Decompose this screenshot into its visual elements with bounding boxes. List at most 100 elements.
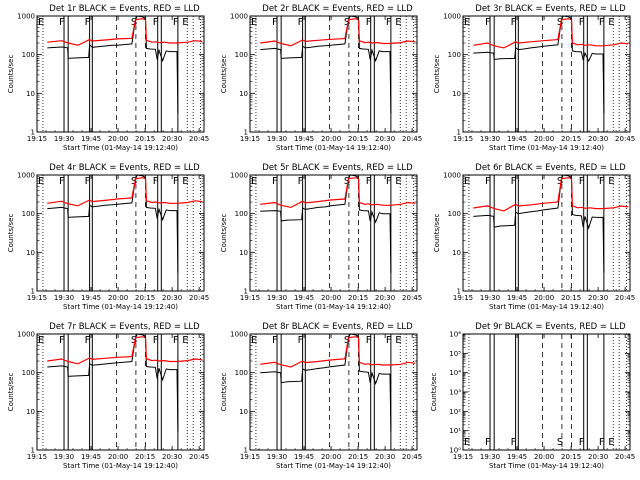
flag-label: E bbox=[395, 176, 401, 187]
x-tick-label: 20:30 bbox=[375, 294, 395, 302]
flag-label: F bbox=[272, 335, 278, 346]
flag-label: F bbox=[599, 176, 605, 187]
x-tick-label: 19:30 bbox=[480, 294, 500, 302]
x-axis-label: Start Time (01-May-14 19:12:40) bbox=[63, 144, 178, 152]
y-tick-label: 1 bbox=[31, 288, 35, 296]
flag-label: F bbox=[599, 17, 605, 28]
flag-label: F bbox=[298, 17, 304, 28]
panel-title: Det 9r BLACK = Events, RED = LLD bbox=[475, 322, 626, 332]
events-series-line bbox=[260, 16, 392, 114]
x-tick-label: 19:45 bbox=[507, 135, 527, 143]
events-series-line bbox=[47, 175, 179, 273]
flag-label: F bbox=[386, 176, 392, 187]
plot-frame bbox=[462, 15, 631, 133]
x-tick-label: 20:00 bbox=[108, 453, 128, 461]
x-tick-label: 20:45 bbox=[189, 294, 209, 302]
flag-label: S bbox=[557, 176, 563, 187]
x-tick-label: 19:15 bbox=[453, 294, 473, 302]
y-tick-label: 100 bbox=[22, 369, 35, 377]
x-tick-label: 19:45 bbox=[294, 294, 314, 302]
flag-label: F bbox=[153, 176, 159, 187]
x-axis-label: Start Time (01-May-14 19:12:40) bbox=[489, 303, 604, 311]
y-tick-label: 10⁰ bbox=[449, 447, 461, 455]
flag-label: F bbox=[485, 17, 491, 28]
y-tick-label: 10 bbox=[26, 90, 35, 98]
flag-label: F bbox=[366, 17, 372, 28]
y-tick-label: 10 bbox=[239, 408, 248, 416]
y-axis-label: Counts/sec bbox=[220, 55, 228, 94]
x-tick-label: 19:30 bbox=[480, 135, 500, 143]
x-tick-label: 20:15 bbox=[348, 453, 368, 461]
flag-label: S bbox=[344, 335, 350, 346]
x-tick-label: 19:45 bbox=[294, 453, 314, 461]
y-tick-label: 1000 bbox=[17, 331, 35, 339]
x-tick-label: 19:15 bbox=[240, 135, 260, 143]
flag-label: F bbox=[386, 17, 392, 28]
panel-title: Det 5r BLACK = Events, RED = LLD bbox=[262, 163, 413, 173]
y-axis-label: Counts/sec bbox=[220, 214, 228, 253]
flag-label: E bbox=[395, 335, 401, 346]
plot-frame bbox=[36, 333, 205, 451]
x-tick-label: 19:45 bbox=[81, 135, 101, 143]
flag-label: E bbox=[464, 437, 470, 448]
x-tick-label: 19:15 bbox=[27, 294, 47, 302]
flag-label: F bbox=[85, 17, 91, 28]
y-axis-label: Counts/sec bbox=[433, 55, 441, 94]
x-tick-label: 19:45 bbox=[507, 453, 527, 461]
events-series-line bbox=[473, 175, 605, 273]
y-tick-label: 1000 bbox=[230, 172, 248, 180]
events-series-line bbox=[47, 334, 179, 432]
flag-label: E bbox=[251, 335, 257, 346]
panel-title: Det 4r BLACK = Events, RED = LLD bbox=[49, 163, 200, 173]
flag-label: E bbox=[38, 335, 44, 346]
lld-series-line bbox=[473, 18, 629, 49]
plot-frame bbox=[36, 174, 205, 292]
y-tick-label: 10⁴ bbox=[449, 369, 461, 377]
plot-frame bbox=[249, 174, 418, 292]
events-series-line bbox=[473, 16, 605, 114]
flag-label: E bbox=[38, 17, 44, 28]
plot-frame bbox=[462, 174, 631, 292]
x-tick-label: 19:30 bbox=[480, 453, 500, 461]
x-tick-label: 19:30 bbox=[54, 453, 74, 461]
x-tick-label: 20:30 bbox=[588, 135, 608, 143]
x-tick-label: 20:45 bbox=[402, 453, 422, 461]
x-tick-label: 20:00 bbox=[321, 294, 341, 302]
flag-label: E bbox=[182, 335, 188, 346]
y-tick-label: 1 bbox=[244, 447, 248, 455]
x-tick-label: 19:15 bbox=[240, 453, 260, 461]
lld-series-line bbox=[473, 177, 629, 212]
flag-label: F bbox=[85, 335, 91, 346]
x-tick-label: 19:30 bbox=[54, 135, 74, 143]
flag-label: F bbox=[85, 176, 91, 187]
y-tick-label: 1000 bbox=[230, 331, 248, 339]
flag-label: S bbox=[344, 176, 350, 187]
y-tick-label: 10² bbox=[449, 408, 461, 416]
x-tick-label: 19:30 bbox=[267, 135, 287, 143]
x-axis-label: Start Time (01-May-14 19:12:40) bbox=[489, 462, 604, 470]
x-tick-label: 20:45 bbox=[402, 135, 422, 143]
flag-label: F bbox=[366, 176, 372, 187]
flag-label: E bbox=[395, 17, 401, 28]
flag-label: E bbox=[182, 176, 188, 187]
x-tick-label: 20:30 bbox=[588, 294, 608, 302]
flag-label: F bbox=[366, 335, 372, 346]
lld-series-line bbox=[47, 18, 203, 46]
y-tick-label: 100 bbox=[235, 210, 248, 218]
x-tick-label: 19:15 bbox=[453, 453, 473, 461]
x-tick-label: 20:15 bbox=[561, 453, 581, 461]
y-tick-label: 10 bbox=[26, 408, 35, 416]
y-tick-label: 10⁶ bbox=[449, 331, 461, 339]
y-axis-label: Counts/sec bbox=[430, 373, 438, 412]
x-tick-label: 20:45 bbox=[615, 453, 635, 461]
y-tick-label: 1000 bbox=[443, 13, 461, 21]
y-axis-label: Counts/sec bbox=[7, 55, 15, 94]
x-tick-label: 20:15 bbox=[561, 294, 581, 302]
x-tick-label: 20:45 bbox=[615, 294, 635, 302]
